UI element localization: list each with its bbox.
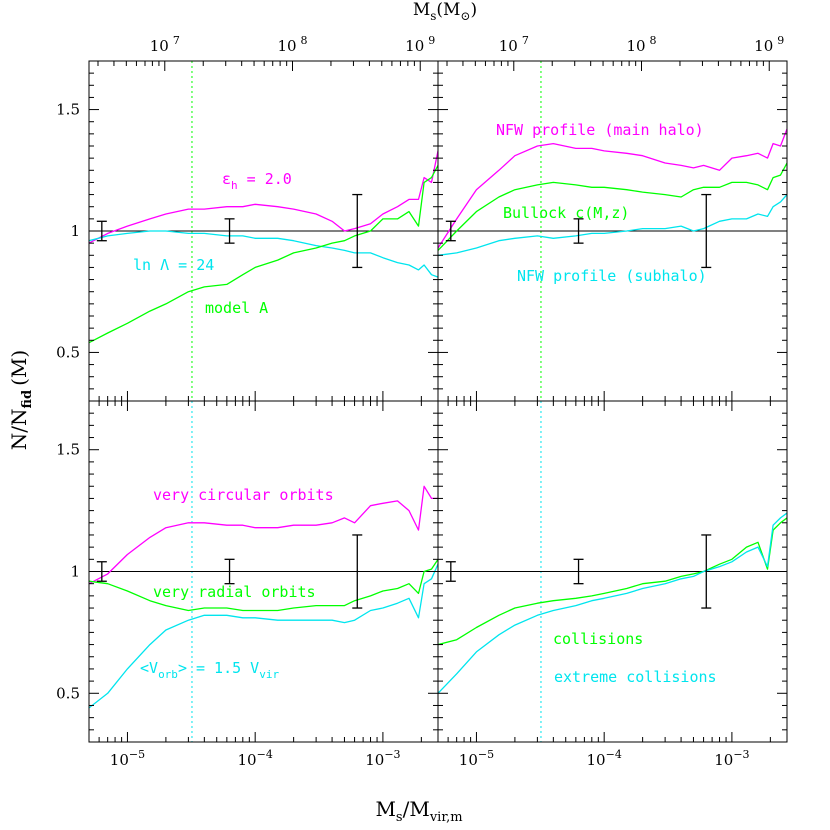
top-tick-label-0-2: 10 9 xyxy=(405,34,435,55)
series-line-top-left-1 xyxy=(89,230,438,278)
label-extreme-collisions: extreme collisions xyxy=(554,668,717,686)
label-nfw-main: NFW profile (main halo) xyxy=(496,121,704,139)
series-line-bottom-right-1 xyxy=(438,512,787,694)
label-model-a: model A xyxy=(205,299,268,317)
top-tick-label-1-1: 10 8 xyxy=(626,34,656,55)
top-tick-label-1-0: 10 7 xyxy=(499,34,529,55)
tick-labels-layer: 10−5 10−4 10−3 10 7 10 8 10 9 10−5 10−4 10−3 10 7 10 8 1… xyxy=(56,34,784,769)
x-tick-label-0-2: 10−3 xyxy=(365,748,400,769)
x-tick-label-1-2: 10−3 xyxy=(714,748,749,769)
series-line-bottom-left-1 xyxy=(89,558,438,612)
series-line-bottom-left-0 xyxy=(89,485,438,585)
panel-top-right xyxy=(438,61,787,401)
label-eps-h: εh = 2.0 xyxy=(222,170,292,192)
label-radial: very radial orbits xyxy=(153,583,316,601)
y-tick-label-1-2: 1.5 xyxy=(56,441,80,459)
panel-bottom-left xyxy=(89,401,438,742)
top-axis-label: Ms(M⊙) xyxy=(413,0,477,23)
top-tick-label-0-1: 10 8 xyxy=(277,34,307,55)
x-tick-label-1-1: 10−4 xyxy=(587,748,622,769)
x-axis-label: Ms/Mvir,m xyxy=(375,797,462,825)
label-bullock: Bullock c(M,z) xyxy=(503,204,629,222)
y-tick-label-1-0: 0.5 xyxy=(56,684,80,702)
y-axis-label: N/Nfid(M) xyxy=(7,350,35,450)
top-tick-label-1-2: 10 9 xyxy=(754,34,784,55)
y-tick-label-0-0: 0.5 xyxy=(56,343,80,361)
x-tick-label-0-1: 10−4 xyxy=(238,748,273,769)
series-line-bottom-left-2 xyxy=(89,563,438,709)
series-line-top-right-1 xyxy=(438,162,787,251)
x-tick-label-1-0: 10−5 xyxy=(459,748,494,769)
series-line-bottom-right-0 xyxy=(438,517,787,646)
top-tick-label-0-0: 10 7 xyxy=(150,34,180,55)
y-tick-label-0-2: 1.5 xyxy=(56,101,80,119)
series-line-top-right-2 xyxy=(438,194,787,256)
series-line-top-left-2 xyxy=(89,165,438,344)
label-nfw-sub: NFW profile (subhalo) xyxy=(517,267,707,285)
label-vorb: <Vorb> = 1.5 Vvir xyxy=(140,659,279,681)
panel-bottom-right xyxy=(438,401,787,742)
panels-layer xyxy=(89,61,787,742)
label-collisions: collisions xyxy=(553,630,643,648)
label-ln-lambda: ln Λ = 24 xyxy=(133,256,214,274)
y-tick-label-0-1: 1 xyxy=(70,222,80,240)
panel-top-left xyxy=(89,61,438,401)
x-tick-label-0-0: 10−5 xyxy=(110,748,145,769)
series-line-top-right-0 xyxy=(438,128,787,249)
series-line-top-left-0 xyxy=(89,150,438,244)
y-tick-label-1-1: 1 xyxy=(70,563,80,581)
label-circular: very circular orbits xyxy=(153,486,334,504)
ticks-layer xyxy=(89,60,787,742)
